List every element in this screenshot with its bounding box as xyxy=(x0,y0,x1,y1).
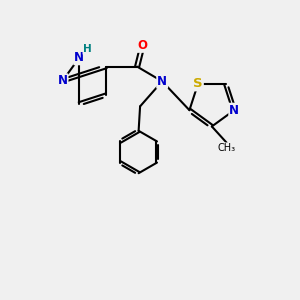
Text: N: N xyxy=(58,74,68,87)
Text: H: H xyxy=(83,44,92,54)
Text: O: O xyxy=(137,39,147,52)
Text: S: S xyxy=(193,77,203,90)
Text: N: N xyxy=(229,104,239,117)
Text: CH₃: CH₃ xyxy=(218,143,236,153)
Text: N: N xyxy=(157,75,167,88)
Text: N: N xyxy=(74,51,84,64)
